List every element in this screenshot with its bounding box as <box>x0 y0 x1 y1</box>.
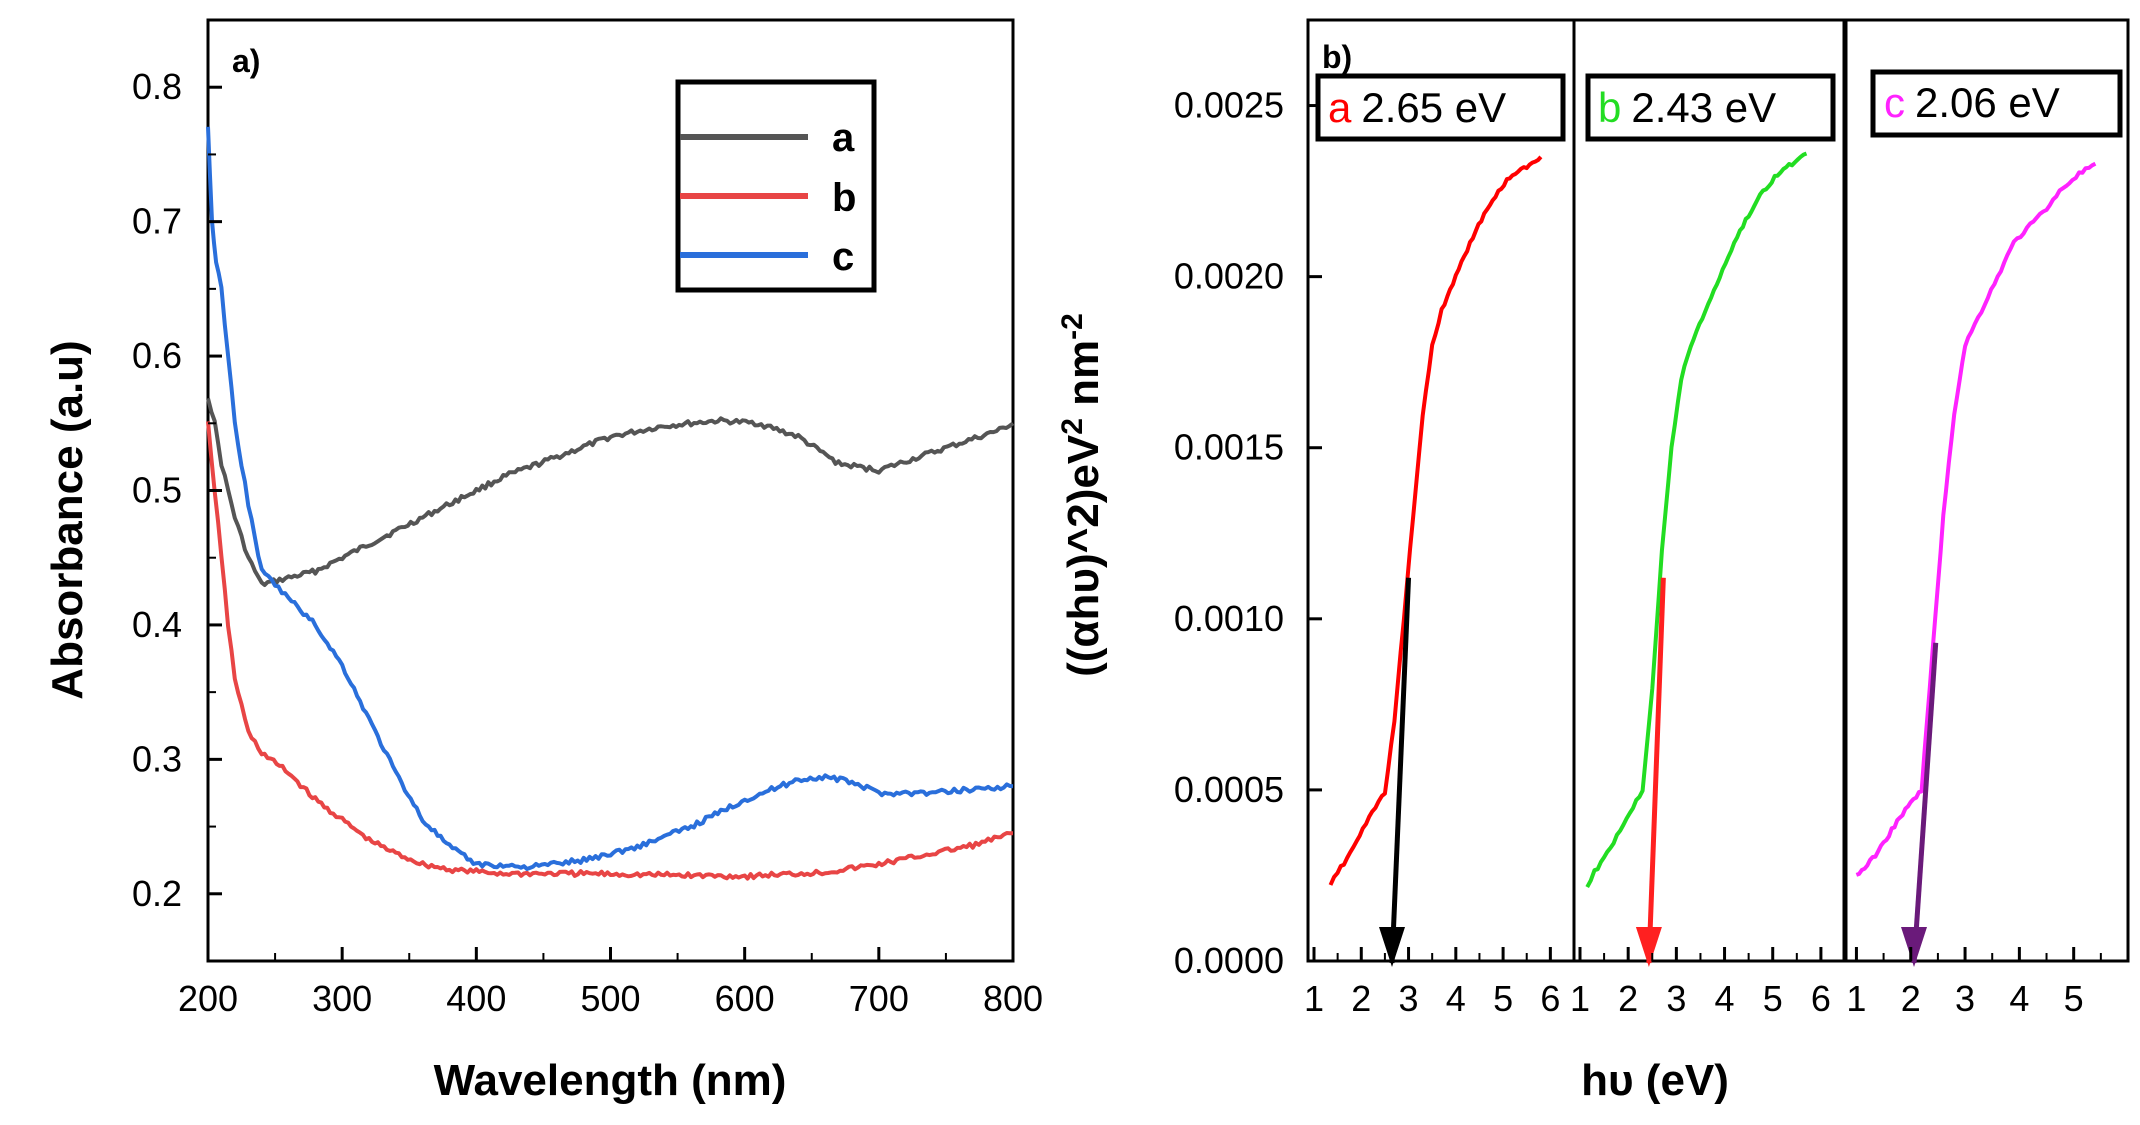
b-y-tick-label: 0.0015 <box>1174 427 1284 468</box>
y-tick-label: 0.8 <box>132 66 182 107</box>
b-x-tick-label: 3 <box>1666 978 1686 1019</box>
y-tick-label: 0.4 <box>132 604 182 645</box>
b-y-tick-label: 0.0020 <box>1174 256 1284 297</box>
x-tick-label: 700 <box>849 978 909 1019</box>
subpanel-c-tangent <box>1911 642 1939 964</box>
gap-box-b <box>1585 73 1836 142</box>
gap-label-b: b 2.43 eV <box>1598 84 1776 131</box>
b-x-tick-label: 5 <box>1493 978 1513 1019</box>
b-x-tick-label: 5 <box>2064 978 2084 1019</box>
y-tick-label: 0.5 <box>132 470 182 511</box>
b-x-tick-label: 4 <box>2009 978 2029 1019</box>
gap-value-b: 2.43 eV <box>1631 84 1776 131</box>
y-tick-label: 0.3 <box>132 738 182 779</box>
subpanel-a-arrow <box>1379 927 1405 967</box>
series-c-line <box>206 126 1014 871</box>
legend-label-c: c <box>832 235 854 279</box>
b-x-tick-label: 1 <box>1570 978 1590 1019</box>
panel-b-y-axis-label: ((αhυ)^2)eV2 nm-2 <box>1056 313 1108 677</box>
subpanel-b-gap-box: b 2.43 eV <box>1585 73 1836 142</box>
subpanel-c-curve <box>1855 161 2097 877</box>
y-label-mid: nm <box>1059 340 1108 418</box>
panel-a-frame <box>206 18 1015 963</box>
panel-a-legend: a b c <box>675 79 877 293</box>
x-tick-label: 200 <box>178 978 238 1019</box>
series-a-line <box>206 397 1015 587</box>
subpanel-c-arrow <box>1901 927 1928 967</box>
panel-a-ticks: 200 300 400 500 600 700 800 0.2 0.3 0.4 0.5 0.6 0.7 0… <box>132 19 1043 1019</box>
x-tick-label: 800 <box>983 978 1043 1019</box>
b-x-tick-label: 2 <box>1901 978 1921 1019</box>
panel-a-label: a) <box>232 43 260 79</box>
legend-label-a: a <box>832 116 855 160</box>
panel-a-y-axis-label: Absorbance (a.u) <box>43 340 92 699</box>
gap-label-a: a 2.65 eV <box>1328 84 1506 131</box>
panel-b-chart: 1 2 3 4 5 6 1 2 3 4 5 6 1 2 3 4 50.00000.00050.00100.001… <box>1056 18 2130 1105</box>
subpanel-b-curve <box>1585 151 1808 889</box>
b-x-tick-label: 2 <box>1618 978 1638 1019</box>
y-tick-label: 0.6 <box>132 335 182 376</box>
panel-b-plot-area <box>1328 151 2097 967</box>
gap-value-c: 2.06 eV <box>1915 79 2060 126</box>
b-x-tick-label: 2 <box>1351 978 1371 1019</box>
b-x-tick-label: 1 <box>1846 978 1866 1019</box>
b-x-tick-label: 6 <box>1811 978 1831 1019</box>
y-tick-label: 0.2 <box>132 873 182 914</box>
b-x-tick-label: 4 <box>1446 978 1466 1019</box>
gap-box-c <box>1870 69 2123 138</box>
b-x-tick-label: 1 <box>1304 978 1324 1019</box>
gap-box-a <box>1315 73 1566 142</box>
panel-b-x-axis-label: hυ (eV) <box>1581 1056 1729 1105</box>
b-x-tick-label: 3 <box>1955 978 1975 1019</box>
b-y-tick-label: 0.0010 <box>1174 598 1284 639</box>
b-y-tick-label: 0.0005 <box>1174 769 1284 810</box>
b-y-tick-label: 0.0000 <box>1174 940 1284 981</box>
y-label-sup1: 2 <box>1056 418 1089 435</box>
subpanel-b-tangent <box>1646 577 1666 964</box>
b-x-tick-label: 3 <box>1399 978 1419 1019</box>
subpanel-c-gap-box: c 2.06 eV <box>1870 69 2123 138</box>
b-y-tick-label: 0.0025 <box>1174 85 1284 126</box>
gap-letter-a: a <box>1328 84 1352 131</box>
b-x-tick-label: 5 <box>1763 978 1783 1019</box>
legend-label-b: b <box>832 176 856 220</box>
panel-b-ticks: 1 2 3 4 5 6 1 2 3 4 5 6 1 2 3 4 50.00000.00050.00100.001… <box>1174 85 2102 1019</box>
subpanel-b-arrow <box>1635 927 1662 967</box>
gap-value-a: 2.65 eV <box>1361 84 1506 131</box>
subpanel-a-tangent <box>1389 577 1412 964</box>
gap-letter-c: c <box>1884 79 1905 126</box>
gap-label-c: c 2.06 eV <box>1884 79 2060 126</box>
panel-b-frame <box>1306 18 2130 963</box>
x-tick-label: 300 <box>312 978 372 1019</box>
gap-letter-b: b <box>1598 84 1621 131</box>
y-label-main: ((αhυ)^2)eV <box>1059 434 1108 677</box>
panel-a-x-axis-label: Wavelength (nm) <box>434 1056 787 1105</box>
x-tick-label: 500 <box>580 978 640 1019</box>
b-x-tick-label: 6 <box>1540 978 1560 1019</box>
x-tick-label: 400 <box>446 978 506 1019</box>
panel-a-chart: 200 300 400 500 600 700 800 0.2 0.3 0.4 0.5 0.6 0.7 0… <box>43 18 1043 1105</box>
y-tick-label: 0.7 <box>132 201 182 242</box>
series-b-line <box>206 421 1014 881</box>
b-x-tick-label: 4 <box>1715 978 1735 1019</box>
subpanel-a-gap-box: a 2.65 eV <box>1315 73 1566 142</box>
x-tick-label: 600 <box>715 978 775 1019</box>
y-label-sup2: -2 <box>1056 313 1089 340</box>
panel-a-plot-area <box>206 126 1015 881</box>
panel-b-label: b) <box>1322 39 1352 75</box>
subpanel-a-curve <box>1328 155 1543 886</box>
